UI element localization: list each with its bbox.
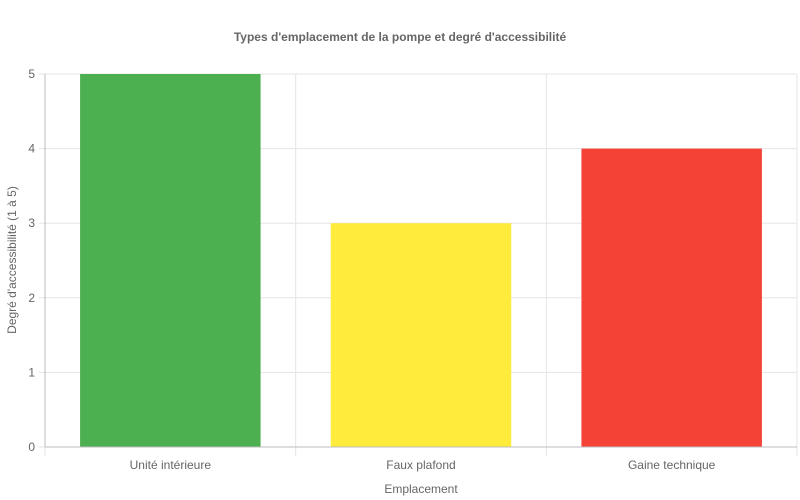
y-tick-label: 0 [28, 440, 35, 454]
bars-layer [80, 74, 762, 447]
y-tick-label: 2 [28, 291, 35, 305]
bar-1 [330, 223, 512, 447]
y-tick-label: 1 [28, 365, 35, 379]
axes-layer [44, 74, 797, 448]
bar-2 [581, 148, 762, 447]
chart-title: Types d'emplacement de la pompe et degré… [234, 30, 567, 44]
x-tick-label: Faux plafond [386, 458, 455, 472]
x-tick-label: Unité intérieure [130, 458, 212, 472]
x-axis-title: Emplacement [384, 482, 458, 496]
y-tick-label: 5 [28, 67, 35, 81]
y-axis-title: Degré d'accessibilité (1 à 5) [5, 186, 19, 334]
bar-0 [80, 74, 261, 447]
ticks-layer: 0 1 2 3 4 5 Unité intérieure Faux plafond Gaine … [28, 67, 715, 472]
x-tick-label: Gaine technique [628, 458, 716, 472]
y-tick-label: 4 [28, 142, 35, 156]
y-tick-label: 3 [28, 216, 35, 230]
